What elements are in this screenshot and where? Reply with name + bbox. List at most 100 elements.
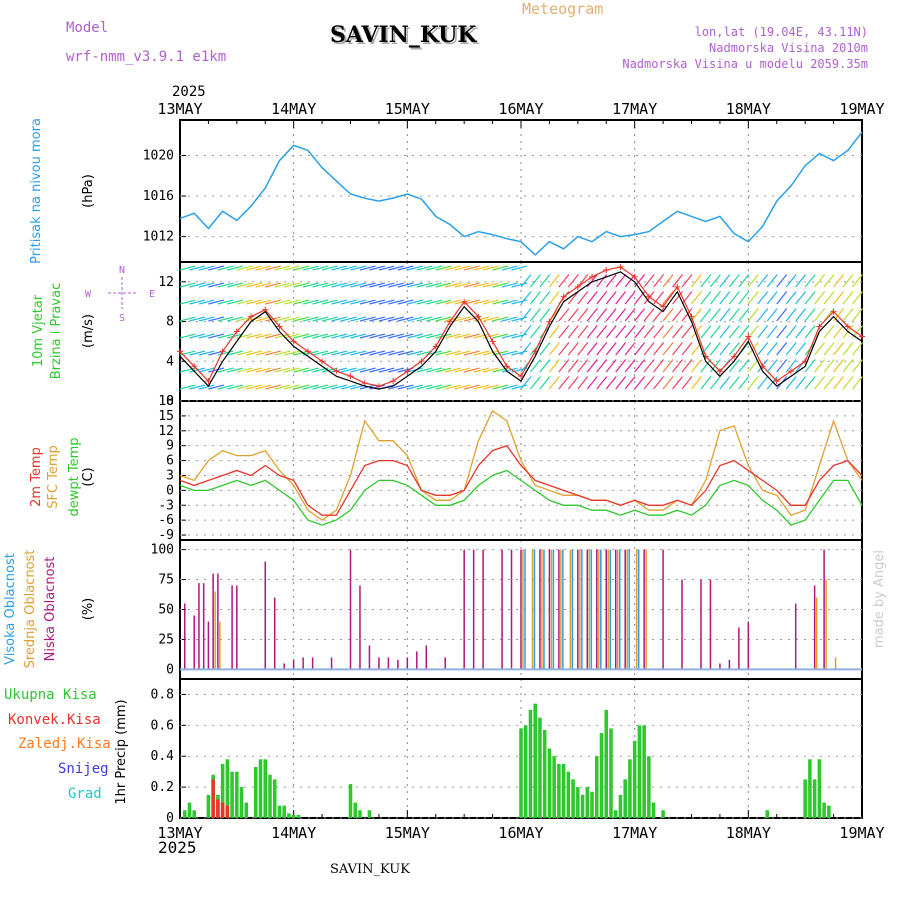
precip-bar-total — [547, 748, 552, 818]
wind-barb — [388, 367, 405, 373]
precip-bar-total — [822, 802, 826, 818]
wind-barb — [350, 350, 367, 356]
wind-barb — [634, 359, 646, 373]
wind-barb — [482, 350, 499, 356]
wind-barb — [814, 342, 826, 356]
wind-barb — [804, 291, 816, 305]
wind-barb — [530, 359, 541, 373]
precip-bar-total — [523, 725, 528, 818]
wind-barb — [302, 384, 319, 390]
wind-barb — [634, 342, 646, 356]
wind-barb — [747, 342, 759, 356]
wind-barb — [738, 274, 750, 288]
wind-barb — [766, 325, 778, 339]
wind-barb — [274, 265, 291, 271]
station-title: SAVIN_KUK — [330, 22, 477, 48]
precip-bar-total — [765, 810, 770, 818]
wind-barb — [700, 274, 712, 288]
x-tick-label-bottom: 15MAY — [385, 824, 430, 842]
wind-barb — [340, 282, 357, 288]
wind-barb — [331, 316, 348, 322]
wind-barb — [350, 265, 367, 271]
compass-n: N — [119, 265, 125, 276]
wind-barb — [284, 316, 300, 322]
wind-gust-marker — [589, 273, 596, 280]
precip-bar-total — [604, 709, 609, 818]
precip-bar-total — [571, 779, 575, 818]
wind-gust-marker — [319, 358, 326, 365]
wind-barb — [426, 299, 442, 305]
wind-barb — [662, 342, 674, 356]
wind-gust-marker — [844, 323, 851, 330]
wind-barb — [369, 299, 386, 305]
wind-barb — [681, 359, 693, 373]
wind-barb — [321, 350, 338, 356]
wind-barb — [293, 282, 310, 288]
wind-gust-marker — [191, 363, 198, 370]
wind-barb — [284, 350, 300, 356]
wind-barb — [331, 299, 348, 305]
precip-bar-total — [647, 756, 651, 818]
wind-barb — [558, 325, 570, 339]
wind-gust-marker — [446, 318, 453, 325]
wind-barb — [785, 376, 797, 390]
wind-barb — [312, 282, 329, 288]
precip-bar-total — [187, 802, 192, 818]
wind-barb — [208, 384, 225, 390]
wind-barb — [672, 308, 683, 322]
wind-barb — [198, 299, 215, 305]
wind-barb — [407, 350, 423, 356]
wind-barb — [473, 333, 490, 339]
wind-barb — [236, 265, 253, 271]
wind-barb — [473, 282, 490, 288]
wind-barb — [691, 274, 702, 288]
wind-barb — [520, 325, 532, 339]
panel-frame-temp — [179, 400, 863, 541]
wind-barb — [302, 299, 319, 305]
wind-barb — [823, 359, 835, 373]
y-tick-label-pressure: 1020 — [143, 149, 174, 164]
wind-barb — [719, 376, 731, 390]
wind-gust-marker — [503, 363, 510, 370]
wind-barb — [558, 274, 570, 288]
wind-barb — [842, 274, 854, 288]
wind-barb — [662, 376, 674, 390]
precip-bar-total — [533, 703, 537, 818]
wind-barb — [397, 282, 414, 288]
y-tick-label-cloud: 0 — [166, 662, 174, 677]
wind-barb — [435, 333, 452, 339]
wind-barb — [747, 359, 759, 373]
wind-barb — [624, 359, 636, 373]
wind-gust-marker — [674, 283, 681, 290]
wind-barb — [596, 376, 608, 390]
precip-bar-total — [552, 756, 556, 818]
wind-barb — [407, 316, 423, 322]
wind-barb — [605, 291, 617, 305]
coords-label: lon,lat (19.04E, 43.11N) — [694, 25, 868, 39]
wind-barb — [558, 342, 570, 356]
wind-barb — [823, 308, 835, 322]
wind-barb — [709, 376, 721, 390]
wind-barb — [284, 265, 300, 271]
wind-barb — [246, 265, 262, 271]
wind-barb — [719, 308, 731, 322]
wind-gust-marker — [404, 368, 411, 375]
y-tick-label-cloud: 100 — [151, 543, 174, 558]
model-label: Model — [66, 20, 109, 36]
wind-gust-marker — [276, 323, 283, 330]
precip-bar-total — [263, 759, 268, 818]
wind-barb — [586, 308, 598, 322]
wind-barb — [757, 342, 769, 356]
wind-barb — [766, 291, 778, 305]
wind-barb — [530, 291, 541, 305]
wind-barb — [312, 333, 329, 339]
wind-barb — [567, 359, 579, 373]
precip-bar-total — [651, 802, 656, 818]
precip-legend-frozen: Zaledj.Kisa — [18, 736, 111, 752]
wind-barb — [681, 291, 693, 305]
wind-barb — [321, 367, 338, 373]
wind-barb — [833, 308, 844, 322]
wind-barb — [293, 299, 310, 305]
wind-gust-marker — [248, 313, 255, 320]
precip-bar-total — [528, 709, 533, 818]
